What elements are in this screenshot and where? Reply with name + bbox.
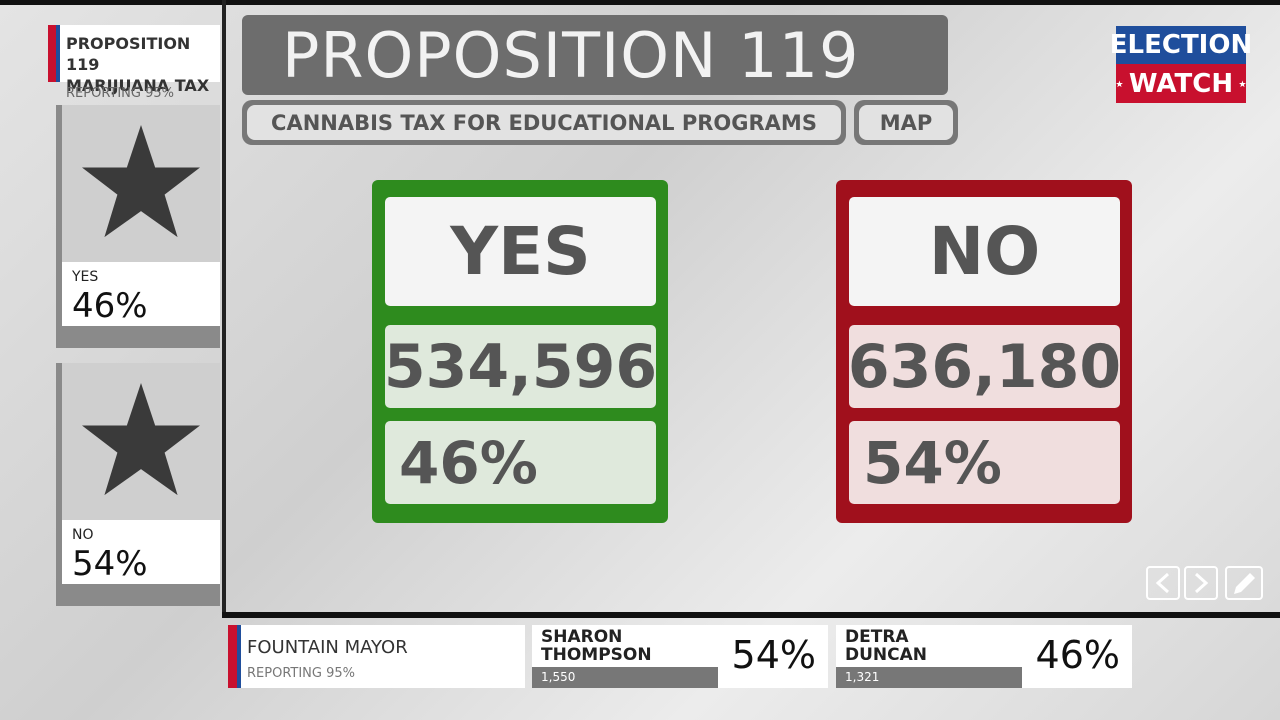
card-percent: 46% [72,286,148,326]
race-reporting: REPORTING 95% [247,666,356,681]
sidebar-card: NO 54% [56,363,220,606]
logo-top: ELECTION [1110,26,1252,64]
sidebar-title: PROPOSITION 119 MARIJUANA TAX [48,25,220,95]
candidate-votes: 1,321 [845,670,880,684]
result-box: YES 534,596 46% [372,180,668,523]
candidate-name: SHARON [541,627,623,647]
subtitle-pill: CANNABIS TAX FOR EDUCATIONAL PROGRAMS [242,100,846,145]
candidate-percent: 54% [731,633,816,677]
card-label: NO [72,527,94,543]
bottom-band [222,612,1280,618]
logo-text: WATCH [1128,68,1234,99]
divider [222,0,226,618]
title-line: MARIJUANA TAX [66,76,210,95]
result-label: NO [849,197,1120,306]
logo-star [1239,80,1246,87]
logo-star [1116,80,1123,87]
star-icon [82,124,200,237]
subtitle: CANNABIS TAX FOR EDUCATIONAL PROGRAMS [247,105,841,140]
card-label-box: YES 46% [62,262,220,326]
next-button[interactable] [1184,566,1218,600]
logo-bottom: WATCH [1116,64,1246,103]
candidate-votes-bar: 1,321 [836,667,1022,688]
map-label[interactable]: MAP [859,105,953,140]
race-name: FOUNTAIN MAYOR [247,637,408,658]
result-label: YES [385,197,656,306]
candidate-name: DUNCAN [845,645,928,665]
map-button[interactable]: MAP [854,100,958,145]
reporting: REPORTING 95% [66,86,175,101]
result-votes: 636,180 [848,325,1121,408]
candidate-panel: DETRA DUNCAN 46% 1,321 [836,625,1132,688]
candidate-name: DETRA [845,627,909,647]
top-band [0,0,1280,5]
star-icon [82,382,200,495]
candidate-votes: 1,550 [541,670,576,684]
header-title: PROPOSITION 119 [242,15,948,95]
candidate-panel: SHARON THOMPSON 54% 1,550 [532,625,828,688]
card-label: YES [72,269,99,285]
nav-controls [1146,566,1263,600]
candidate-votes-bar: 1,550 [532,667,718,688]
sidebar-card: YES 46% [56,105,220,348]
ticker-race: FOUNTAIN MAYOR REPORTING 95% [228,625,525,688]
candidate-percent: 46% [1035,633,1120,677]
candidate-name: THOMPSON [541,645,652,665]
card-star [62,363,220,520]
result-percent: 54% [849,421,1120,504]
result-box: NO 636,180 54% [836,180,1132,523]
result-percent: 46% [385,421,656,504]
edit-button[interactable] [1225,566,1263,600]
card-label-box: NO 54% [62,520,220,584]
prev-button[interactable] [1146,566,1180,600]
card-star [62,105,220,262]
title-line: PROPOSITION 119 [66,34,191,74]
result-votes: 534,596 [384,325,657,408]
card-percent: 54% [72,544,148,584]
